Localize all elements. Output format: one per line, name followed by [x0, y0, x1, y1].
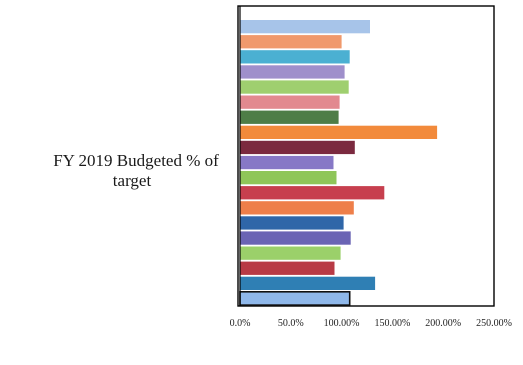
x-tick-label: 0.0%	[230, 318, 251, 329]
bar-17	[240, 261, 335, 275]
bar-14	[240, 216, 344, 230]
bar-13	[240, 201, 354, 215]
bar-2	[240, 35, 342, 49]
bar-1	[240, 20, 370, 34]
category-label-line-2: target	[113, 171, 152, 190]
bar-19	[239, 290, 351, 306]
bar-16	[240, 246, 341, 260]
bar-4	[240, 65, 345, 79]
bar-3	[240, 50, 350, 64]
bar-5	[240, 80, 349, 94]
x-tick-label: 200.00%	[425, 318, 461, 329]
bar-12	[240, 186, 385, 200]
bar-18	[240, 276, 376, 290]
x-tick-label: 250.00%	[476, 318, 512, 329]
bar-15	[240, 231, 351, 245]
x-tick-label: 50.0%	[278, 318, 304, 329]
bar-7	[240, 110, 339, 124]
bar-6	[240, 95, 340, 109]
bar-9	[240, 140, 355, 155]
x-tick-label: 150.00%	[374, 318, 410, 329]
category-label-line-1: FY 2019 Budgeted % of	[53, 151, 219, 170]
bar-8	[240, 125, 438, 139]
x-axis-ticks: 0.0% 50.0% 100.00% 150.00% 200.00% 250.00%	[230, 318, 512, 329]
bar-10	[240, 155, 334, 170]
bar-11	[240, 171, 337, 185]
x-tick-label: 100.00%	[324, 318, 360, 329]
bars	[239, 20, 438, 306]
